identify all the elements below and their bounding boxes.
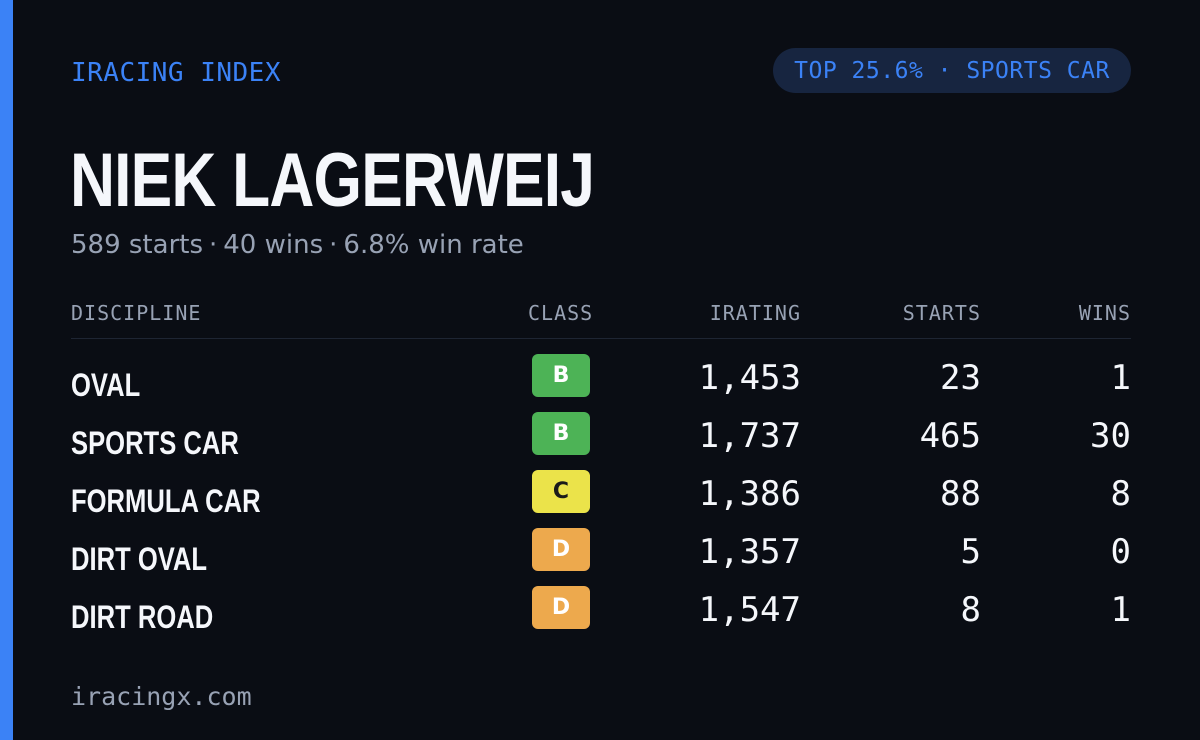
irating-value: 1,453	[698, 358, 801, 398]
column-header-discipline: DISCIPLINE	[71, 301, 202, 325]
wins-value: 1	[1110, 358, 1131, 398]
driver-name: NIEK LAGERWEIJ	[70, 138, 595, 223]
starts-value: 5	[960, 532, 981, 572]
discipline-name: FORMULA CAR	[71, 483, 261, 519]
summary-starts: 589 starts	[71, 230, 203, 260]
summary-wins: 40 wins	[223, 230, 324, 260]
table-row: SPORTS CAR B 1,737 465 30	[71, 408, 1131, 466]
column-header-wins: WINS	[1078, 301, 1131, 325]
column-header-starts: STARTS	[902, 301, 981, 325]
class-badge: D	[532, 586, 590, 629]
discipline-name: DIRT OVAL	[71, 541, 208, 577]
starts-value: 23	[940, 358, 981, 398]
class-badge: C	[532, 470, 590, 513]
class-badge: D	[532, 528, 590, 571]
wins-value: 30	[1090, 416, 1131, 456]
starts-value: 88	[940, 474, 981, 514]
irating-value: 1,386	[698, 474, 801, 514]
driver-summary: 589 starts · 40 wins · 6.8% win rate	[71, 228, 524, 262]
summary-separator: ·	[209, 230, 218, 260]
summary-separator: ·	[329, 230, 338, 260]
irating-value: 1,547	[698, 590, 801, 630]
column-header-irating: IRATING	[709, 301, 801, 325]
class-badge: B	[532, 412, 590, 455]
table-row: DIRT OVAL D 1,357 5 0	[71, 524, 1131, 582]
wins-value: 0	[1110, 532, 1131, 572]
footer-url[interactable]: iracingx.com	[71, 682, 252, 711]
brand-label: IRACING INDEX	[71, 58, 281, 88]
starts-value: 465	[919, 416, 981, 456]
column-header-class: CLASS	[528, 301, 594, 325]
discipline-name: SPORTS CAR	[71, 425, 239, 461]
summary-win-rate: 6.8% win rate	[343, 230, 524, 260]
table-row: FORMULA CAR C 1,386 88 8	[71, 466, 1131, 524]
table-header: DISCIPLINE CLASS IRATING STARTS WINS	[71, 300, 1131, 339]
discipline-table: OVAL B 1,453 23 1 SPORTS CAR B 1,737 465…	[71, 350, 1131, 640]
table-row: DIRT ROAD D 1,547 8 1	[71, 582, 1131, 640]
irating-value: 1,357	[698, 532, 801, 572]
table-row: OVAL B 1,453 23 1	[71, 350, 1131, 408]
discipline-name: DIRT ROAD	[71, 599, 214, 635]
wins-value: 8	[1110, 474, 1131, 514]
discipline-name: OVAL	[71, 367, 141, 403]
class-badge: B	[532, 354, 590, 397]
starts-value: 8	[960, 590, 981, 630]
accent-bar	[0, 0, 13, 740]
irating-value: 1,737	[698, 416, 801, 456]
wins-value: 1	[1110, 590, 1131, 630]
rank-badge: TOP 25.6% · SPORTS CAR	[773, 48, 1131, 93]
